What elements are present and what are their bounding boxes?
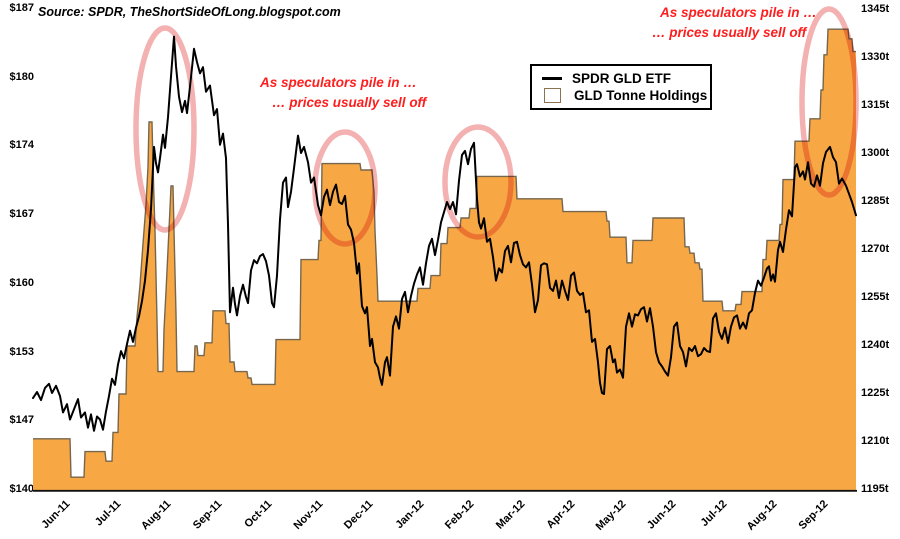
tonnes-axis-label: 1240t [861, 339, 890, 351]
tonnes-axis-label: 1315t [861, 99, 890, 111]
highlight-ellipse [799, 6, 859, 198]
tonnes-axis-label: 1210t [861, 435, 890, 447]
annotation-speculators-topright: As speculators pile in … … prices usuall… [652, 3, 817, 43]
tonnes-axis-label: 1195t [861, 483, 889, 495]
tonnes-axis-label: 1270t [861, 243, 890, 255]
highlight-ellipse [442, 124, 514, 240]
gld-holdings-area [33, 29, 856, 490]
price-axis-label: $187 [9, 2, 34, 14]
tonnes-axis-label: 1330t [861, 51, 890, 63]
highlight-ellipse [133, 25, 197, 233]
price-axis-label: $140 [9, 482, 34, 495]
price-line-swatch [542, 77, 562, 80]
price-axis-label: $180 [9, 70, 34, 83]
annotation-line-2: … prices usually sell off [652, 25, 807, 40]
legend-label: SPDR GLD ETF [572, 71, 672, 86]
annotation-line-1: As speculators pile in … [660, 5, 817, 20]
legend: SPDR GLD ETF GLD Tonne Holdings [530, 64, 712, 110]
annotation-line-2: … prices usually sell off [272, 95, 427, 110]
legend-label: GLD Tonne Holdings [574, 88, 708, 103]
highlight-ellipse [312, 129, 378, 247]
price-axis-label: $147 [9, 414, 34, 427]
price-axis-label: $167 [9, 208, 34, 221]
price-axis-label: $160 [9, 276, 34, 289]
tonnes-axis-label: 1225t [861, 387, 890, 399]
annotation-line-1: As speculators pile in … [260, 75, 417, 90]
tonnes-axis-label: 1285t [861, 195, 890, 207]
holdings-area-swatch [544, 88, 561, 103]
tonnes-axis-label: 1255t [861, 291, 890, 303]
legend-item-price: SPDR GLD ETF [542, 70, 704, 87]
tonnes-axis-label: 1345t [861, 3, 890, 15]
annotation-speculators-midleft: As speculators pile in … … prices usuall… [260, 73, 426, 113]
legend-item-holdings: GLD Tonne Holdings [542, 87, 708, 104]
source-note: Source: SPDR, TheShortSideOfLong.blogspo… [38, 5, 341, 19]
tonnes-axis-label: 1300t [861, 147, 890, 159]
price-axis-label: $174 [9, 139, 34, 152]
price-axis-label: $153 [9, 345, 34, 358]
